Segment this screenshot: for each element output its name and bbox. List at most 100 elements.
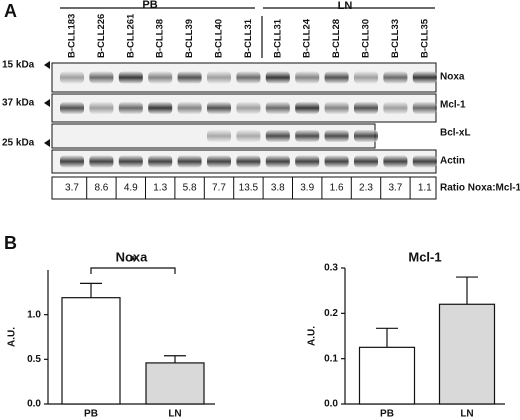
lane-label: B-CLL39: [184, 19, 195, 58]
ratio-value: 8.6: [94, 183, 108, 194]
lane-label: B-CLL33: [390, 19, 401, 58]
lane-label: B-CLL31: [243, 18, 254, 58]
marker-arrow: [44, 99, 50, 107]
blot-band: [324, 71, 349, 84]
blot-band: [295, 130, 320, 142]
lane-label: B-CLL28: [331, 19, 342, 58]
blot-band: [177, 155, 202, 168]
marker-label: 15 kDa: [2, 60, 35, 71]
lane-label: B-CLL30: [361, 19, 372, 58]
blot-band: [412, 155, 437, 168]
protein-label: Mcl-1: [440, 100, 466, 111]
panel-label: B: [4, 233, 17, 253]
y-tick-label: 1.0: [27, 309, 41, 320]
blot-band: [383, 71, 408, 84]
blot-band: [265, 102, 290, 114]
protein-label: Actin: [440, 156, 465, 167]
blot-band: [207, 102, 231, 114]
blot-band: [207, 71, 231, 84]
x-tick-label: PB: [84, 409, 98, 420]
lane-label: B-CLL261: [125, 13, 136, 58]
protein-label: Bcl-xL: [440, 128, 471, 139]
y-tick-label: 0.5: [27, 354, 41, 365]
blot-band: [118, 155, 143, 168]
blot-band: [354, 102, 378, 114]
blot-band: [295, 102, 320, 114]
blot-band: [60, 102, 84, 114]
ratio-value: 1.3: [153, 183, 167, 194]
y-tick-label: 0.0: [324, 399, 338, 410]
blot-band: [324, 155, 349, 168]
ratio-value: 7.7: [212, 183, 226, 194]
ratio-value: 3.8: [271, 183, 285, 194]
error-bar: [456, 276, 478, 305]
chart-title: Mcl-1: [408, 249, 441, 264]
lane-label: B-CLL24: [302, 18, 313, 58]
blot-band: [295, 155, 320, 168]
blot-band: [148, 71, 173, 84]
lane-label: B-CLL31: [272, 18, 283, 58]
ratio-value: 13.5: [239, 183, 259, 194]
ratio-value: 3.7: [65, 183, 79, 194]
lane-label: B-CLL40: [214, 19, 225, 58]
blot-band: [207, 155, 231, 168]
y-tick-label: 0.0: [27, 399, 41, 410]
blot-band: [177, 102, 202, 114]
blot-band: [89, 71, 114, 84]
y-tick-label: 0.2: [324, 308, 338, 319]
bar: [145, 362, 205, 405]
blot-band: [118, 71, 143, 84]
marker-label: 25 kDa: [2, 138, 35, 149]
group-label: PB: [142, 0, 157, 11]
marker-arrow: [44, 61, 50, 69]
blot-band: [177, 71, 202, 84]
marker-label: 37 kDa: [2, 98, 35, 109]
blot-band: [236, 71, 261, 84]
bar: [358, 346, 416, 405]
blot-band: [60, 71, 84, 84]
ratio-value: 4.9: [124, 183, 138, 194]
y-tick-label: 0.1: [324, 353, 338, 364]
significance-mark: *: [130, 253, 136, 269]
blot-band: [324, 130, 349, 142]
blot-band: [148, 155, 173, 168]
y-axis-label: A.U.: [307, 326, 318, 346]
blot-band: [118, 102, 143, 114]
chart-title: Noxa: [116, 249, 149, 264]
blot-band: [383, 155, 408, 168]
ratio-value: 5.8: [183, 183, 197, 194]
ratio-value: 2.3: [359, 183, 373, 194]
group-label: LN: [338, 0, 353, 12]
error-bar: [164, 355, 186, 363]
blot-band: [412, 71, 437, 84]
blot-band: [354, 71, 378, 84]
blot-band: [383, 102, 408, 114]
blot-band: [89, 155, 114, 168]
lane-label: B-CLL35: [419, 18, 430, 58]
lane-label: B-CLL183: [67, 14, 78, 58]
bar: [61, 297, 121, 405]
marker-arrow: [44, 139, 50, 147]
blot-band: [236, 130, 261, 142]
blot-band: [265, 130, 290, 142]
error-bar: [376, 327, 398, 348]
blot-band: [354, 130, 378, 142]
blot-band: [236, 102, 261, 114]
y-tick-label: 0.3: [324, 263, 338, 274]
panel-label: A: [4, 1, 17, 21]
blot-band: [89, 102, 114, 114]
ratio-label: Ratio Noxa:Mcl-1: [440, 183, 520, 194]
error-bar: [80, 282, 102, 298]
protein-label: Noxa: [440, 72, 465, 83]
blot-band: [265, 155, 290, 168]
ratio-box: [51, 176, 437, 200]
lane-label: B-CLL226: [96, 14, 107, 58]
blot-band: [236, 155, 261, 168]
blot-band: [354, 155, 378, 168]
blot-band: [295, 71, 320, 84]
ratio-value: 1.1: [418, 183, 432, 194]
x-tick-label: LN: [460, 409, 473, 420]
significance-bracket: [90, 267, 176, 274]
x-tick-label: LN: [168, 409, 181, 420]
